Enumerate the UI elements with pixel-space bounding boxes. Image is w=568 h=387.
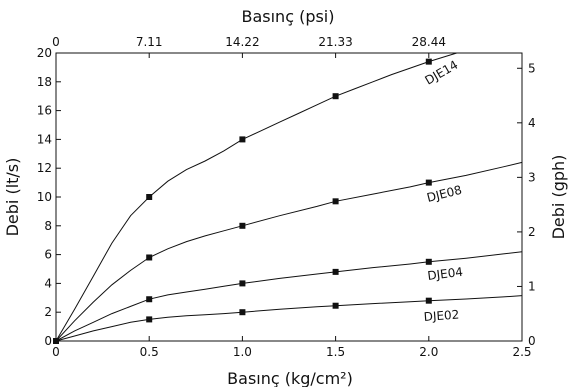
markers-group xyxy=(53,58,432,344)
data-point-dje14 xyxy=(425,58,432,65)
right-y-axis-title: Debi (gph) xyxy=(549,155,568,240)
x-tick-label: 0.5 xyxy=(140,345,159,359)
data-point-dje14 xyxy=(239,136,246,143)
y-tick-label: 6 xyxy=(44,248,52,262)
data-point-dje14 xyxy=(146,194,153,200)
curves-group xyxy=(55,52,523,342)
y-tick-label: 12 xyxy=(37,161,52,175)
y-tick-label: 0 xyxy=(44,334,52,348)
right-y-tick-label: 3 xyxy=(528,170,536,184)
top-x-tick-label: 21.33 xyxy=(318,35,352,49)
x-axis-title: Basınç (kg/cm²) xyxy=(227,369,353,387)
top-x-tick-label: 7.11 xyxy=(136,35,163,49)
y-tick-label: 18 xyxy=(37,75,52,89)
y-tick-label: 4 xyxy=(44,276,52,290)
series-line-dje08 xyxy=(55,161,523,342)
right-y-tick-label: 1 xyxy=(528,279,536,293)
series-line-dje02 xyxy=(55,295,523,342)
y-axis-title: Debi (lt/s) xyxy=(3,158,22,237)
data-point-dje08 xyxy=(146,254,153,261)
right-y-tick-label: 0 xyxy=(528,334,536,348)
data-point-dje02 xyxy=(239,309,246,316)
y-tick-label: 10 xyxy=(37,190,52,204)
top-x-tick-label: 28.44 xyxy=(412,35,446,49)
y-tick-label: 2 xyxy=(44,305,52,319)
data-point-dje08 xyxy=(425,179,432,186)
data-point-dje14 xyxy=(332,93,339,100)
data-point-dje04 xyxy=(425,258,432,265)
y-tick-label: 20 xyxy=(37,46,52,60)
x-tick-label: 2.5 xyxy=(512,345,531,359)
right-y-tick-label: 2 xyxy=(528,225,536,239)
data-point-dje04 xyxy=(146,296,153,303)
x-tick-label: 1.0 xyxy=(233,345,252,359)
data-point-dje02 xyxy=(146,316,153,323)
x-tick-label: 0 xyxy=(52,345,60,359)
y-tick-label: 8 xyxy=(44,219,52,233)
series-line-dje04 xyxy=(55,251,523,342)
data-point-dje04 xyxy=(239,280,246,287)
top-x-tick-label: 14.22 xyxy=(225,35,259,49)
data-point-dje04 xyxy=(332,268,339,275)
y-tick-label: 16 xyxy=(37,104,52,118)
y-tick-label: 14 xyxy=(37,132,52,146)
series-label-dje02: DJE02 xyxy=(423,308,460,324)
series-label-dje04: DJE04 xyxy=(427,265,464,283)
data-point-dje02 xyxy=(425,297,432,304)
axes-group: 0 0.5 1.0 1.5 2.0 2.50 7.11 14.22 21.33 28.440246… xyxy=(37,35,536,359)
top-x-axis-title: Basınç (psi) xyxy=(241,7,334,26)
data-point-dje08 xyxy=(239,222,246,229)
top-x-tick-label: 0 xyxy=(52,35,60,49)
data-point-dje02 xyxy=(332,302,339,309)
right-y-tick-label: 4 xyxy=(528,116,536,130)
data-point-dje02 xyxy=(53,338,59,344)
x-tick-label: 2.0 xyxy=(419,345,438,359)
series-label-dje08: DJE08 xyxy=(425,183,463,205)
x-tick-label: 1.5 xyxy=(326,345,345,359)
data-point-dje08 xyxy=(332,198,339,205)
right-y-tick-label: 5 xyxy=(528,61,536,75)
series-line-dje14 xyxy=(55,52,457,342)
